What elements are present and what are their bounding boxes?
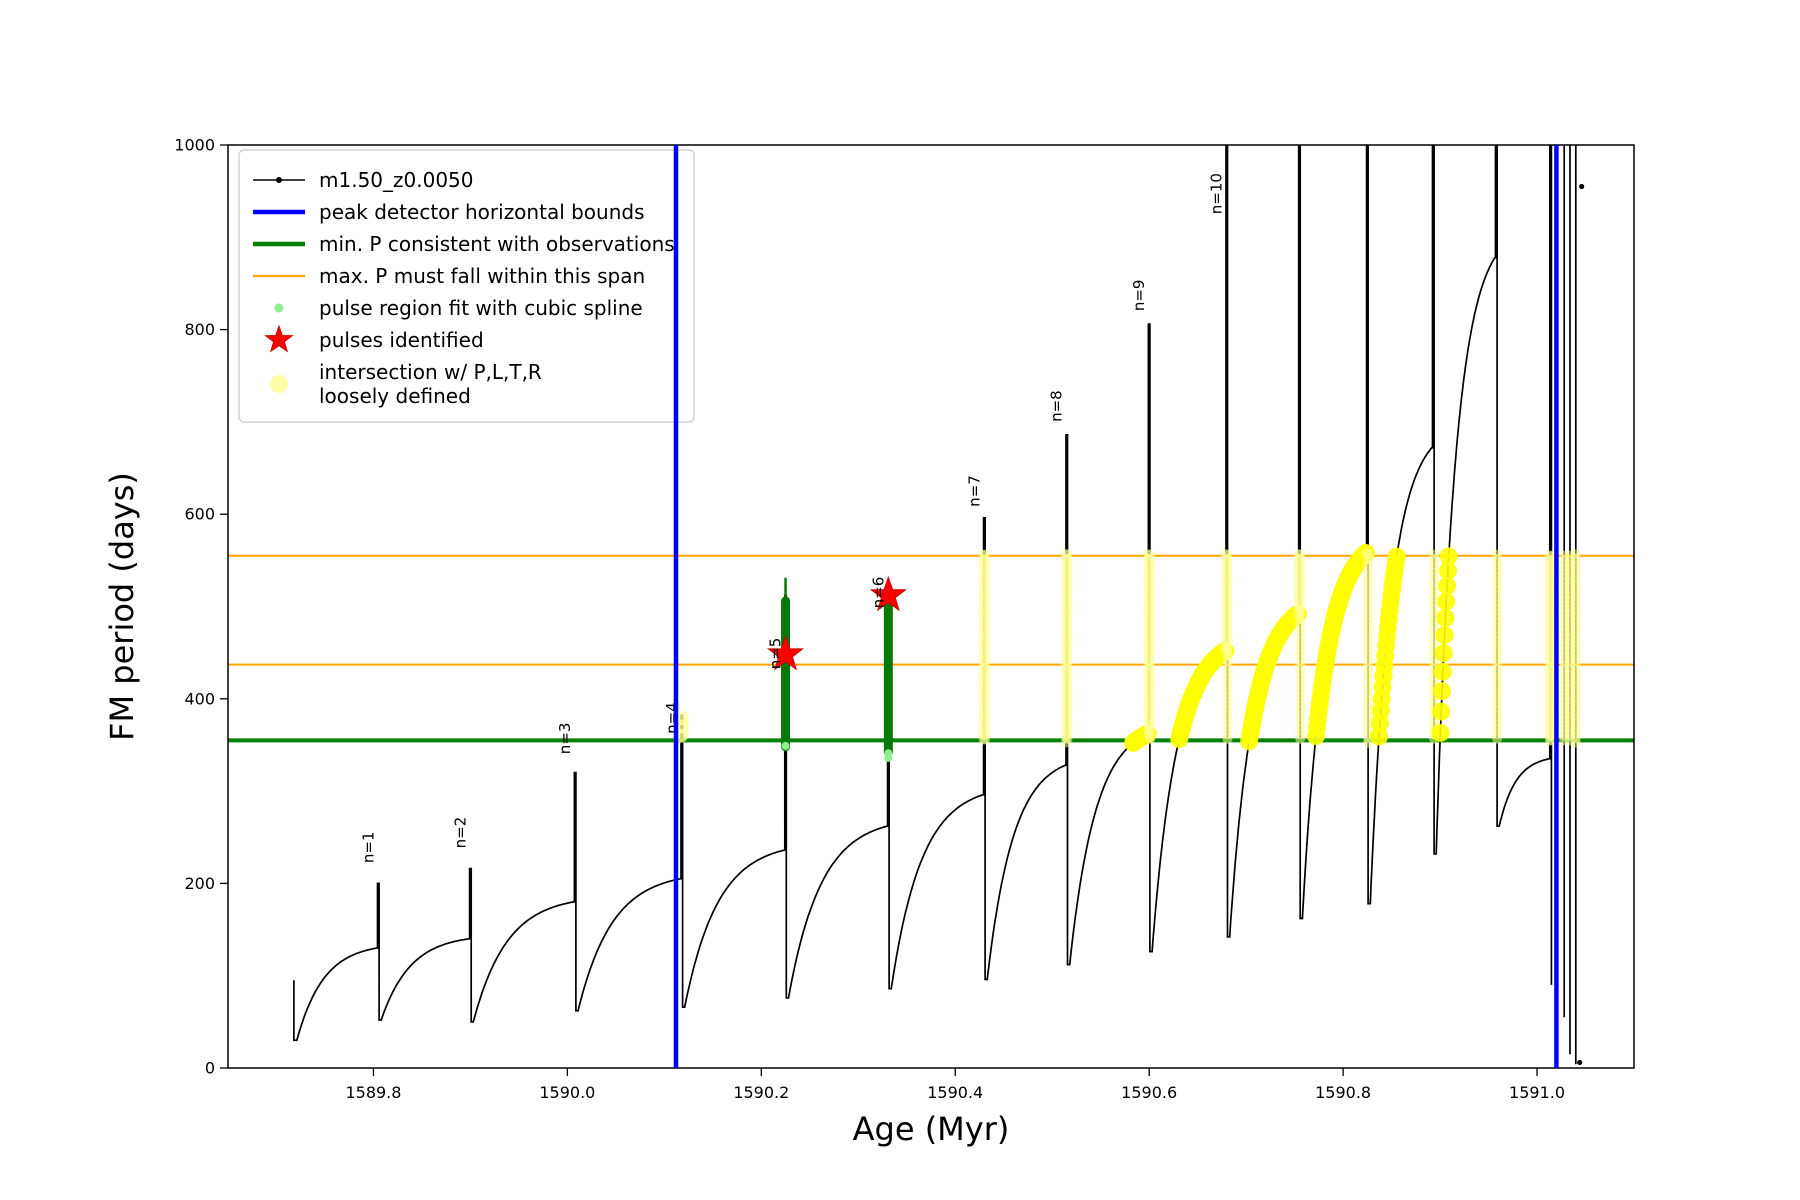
pulse-number-label: n=7 xyxy=(965,475,983,507)
series-end-dot xyxy=(1579,183,1585,190)
legend-label: m1.50_z0.0050 xyxy=(319,168,474,192)
pulse-number-label: n=10 xyxy=(1208,173,1226,214)
axes: 1589.8 1590.0 1590.2 1590.4 1590.6 1590.8 1591… xyxy=(103,136,1635,1148)
x-tick-label: 1590.4 xyxy=(927,1083,983,1102)
spline-fit-dot xyxy=(884,753,893,762)
legend-box xyxy=(238,149,695,423)
x-axis-label: Age (Myr) xyxy=(853,1110,1010,1148)
legend-label: peak detector horizontal bounds xyxy=(319,200,645,224)
legend-label: loosely defined xyxy=(319,384,471,408)
legend-star-sample xyxy=(264,324,294,353)
plot-area: n=1 n=2n=3n=4n=5n=6n=7n=8n=9n=10 xyxy=(228,145,1634,1066)
y-tick-label: 0 xyxy=(205,1059,215,1078)
legend-label: min. P consistent with observations xyxy=(319,232,675,256)
pulse-identified-star xyxy=(869,575,907,612)
pulse-number-label: n=8 xyxy=(1048,390,1066,422)
legend-yellow-dot-sample xyxy=(270,375,288,393)
axes-frame xyxy=(227,144,1635,1069)
pulse-number-label: n=9 xyxy=(1130,280,1148,312)
pulse-identified-star xyxy=(766,634,805,671)
y-tick-label: 200 xyxy=(184,874,215,893)
pulse-number-label: n=2 xyxy=(451,817,469,849)
legend-label: intersection w/ P,L,T,R xyxy=(319,360,542,384)
x-tick-label: 1590.6 xyxy=(1121,1083,1177,1102)
x-tick-label: 1591.0 xyxy=(1509,1083,1565,1102)
pulse-number-label: n=3 xyxy=(556,723,574,755)
legend-lightgreen-dot-sample xyxy=(274,303,284,313)
y-tick-label: 800 xyxy=(184,320,215,339)
legend-label: pulse region fit with cubic spline xyxy=(319,296,643,320)
legend-label: max. P must fall within this span xyxy=(319,264,645,288)
x-tick-label: 1590.0 xyxy=(539,1083,595,1102)
x-tick-label: 1590.8 xyxy=(1315,1083,1371,1102)
y-tick-label: 400 xyxy=(184,689,215,708)
x-tick-label: 1590.2 xyxy=(733,1083,789,1102)
pulse-number-label: n=5 xyxy=(767,638,785,670)
y-tick-label: 600 xyxy=(184,505,215,524)
legend-label: pulses identified xyxy=(319,328,484,352)
legend-dot-sample xyxy=(276,177,282,183)
intersection-markers xyxy=(673,543,1581,752)
spline-fit-dot xyxy=(781,741,790,750)
x-tick-label: 1589.8 xyxy=(345,1083,401,1102)
series-end-dot xyxy=(1577,1059,1583,1066)
pulse-number-label: n=1 xyxy=(359,831,377,863)
y-tick-label: 1000 xyxy=(174,136,215,155)
pulse-number-label: n=6 xyxy=(869,577,887,609)
y-axis-label: FM period (days) xyxy=(103,472,141,741)
